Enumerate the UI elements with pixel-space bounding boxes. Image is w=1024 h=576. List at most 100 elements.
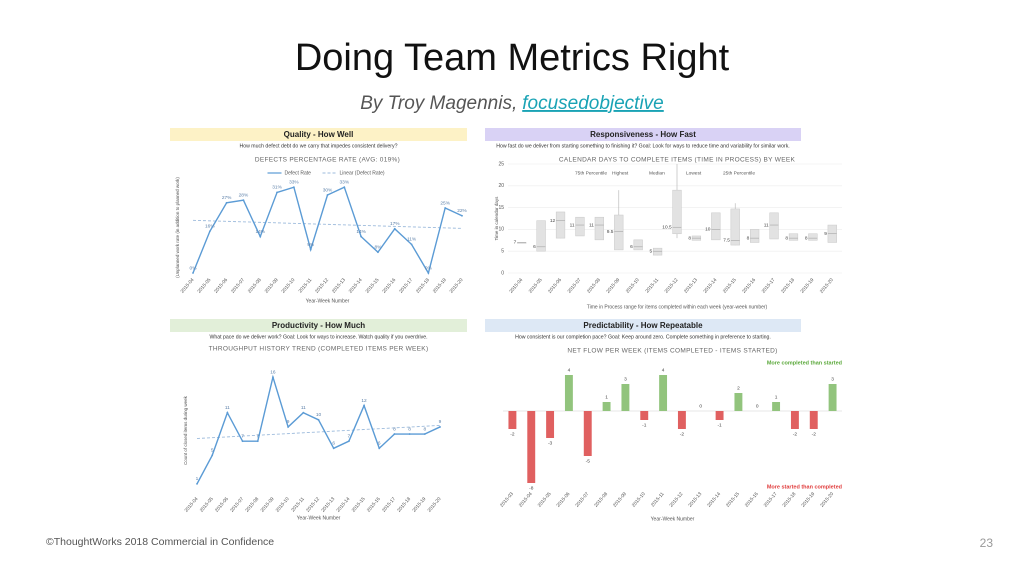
data-point: [427, 272, 430, 274]
y-axis-label: Time in calendar days: [494, 196, 499, 241]
trend-line: [192, 219, 463, 229]
box: [536, 220, 546, 252]
data-label: 31%: [272, 185, 282, 191]
median-label: 11: [570, 222, 575, 228]
data-label: -1: [642, 422, 647, 428]
y-tick-label: 15: [498, 205, 504, 211]
data-label: 5: [211, 448, 214, 454]
x-tick-label: 2015-18: [780, 277, 796, 295]
data-label: 8: [393, 426, 396, 432]
panel-header-text: Productivity - How Much: [272, 321, 365, 330]
data-point: [410, 243, 413, 246]
x-tick-label: 2015-09: [605, 277, 621, 295]
data-label: 14%: [356, 229, 366, 235]
x-tick-label: 2015-08: [586, 277, 602, 295]
data-label: 4: [662, 367, 665, 373]
data-point: [423, 433, 426, 435]
median-label: 6: [533, 244, 536, 250]
x-tick-label: 2015-14: [335, 496, 351, 514]
x-tick-label: 2015-12: [664, 277, 680, 295]
panel-question: What pace do we deliver work? Goal: Look…: [209, 334, 427, 340]
data-point: [226, 411, 229, 414]
median-label: 11: [589, 222, 594, 228]
y-axis-label: (Unplanned work rate (in addition to pla…: [175, 177, 180, 278]
data-label: -8: [529, 485, 534, 491]
x-tick-label: 2015-15: [725, 491, 741, 509]
bar: [809, 411, 818, 429]
x-tick-label: 2015-10: [280, 277, 296, 295]
x-tick-label: 2015-19: [800, 491, 816, 509]
data-point: [317, 418, 320, 421]
data-label: 16%: [205, 224, 215, 230]
data-point: [343, 186, 346, 189]
data-label: 8: [408, 426, 411, 432]
data-point: [408, 433, 411, 435]
data-label: 1: [605, 394, 608, 400]
box: [594, 216, 604, 241]
x-tick-label: 2015-07: [229, 496, 245, 514]
box: [730, 208, 740, 246]
x-tick-label: 2015-05: [528, 277, 544, 295]
data-label: 3: [624, 376, 627, 382]
data-label: 0%: [425, 265, 433, 271]
bar: [772, 402, 781, 411]
bar: [677, 411, 686, 429]
median-label: 7.5: [723, 238, 730, 244]
x-tick-label: 2015-13: [687, 491, 703, 509]
data-label: 22%: [457, 208, 467, 214]
x-tick-label: 2015-07: [567, 277, 583, 295]
data-label: -2: [812, 431, 817, 437]
data-point: [378, 447, 381, 450]
x-tick-label: 2015-13: [331, 277, 347, 295]
box: [614, 214, 624, 251]
x-tick-label: 2015-16: [744, 491, 760, 509]
legend-label: Highest: [612, 170, 629, 176]
data-label: 9: [287, 419, 290, 425]
x-axis-label: Year-Week Number: [306, 298, 350, 304]
x-tick-label: 2015-15: [351, 496, 367, 514]
data-label: 7: [348, 433, 351, 439]
data-label: 33%: [289, 179, 299, 185]
box: [769, 212, 779, 240]
legend-label: 75th Percentile: [575, 170, 607, 176]
x-axis-label: Year-Week Number: [651, 516, 695, 522]
data-label: 3: [831, 376, 834, 382]
data-point: [326, 194, 329, 196]
byline-link[interactable]: focusedobjective: [522, 93, 664, 114]
median-label: 10: [705, 227, 711, 233]
data-label: -2: [793, 431, 798, 437]
data-label: -2: [510, 431, 515, 437]
x-tick-label: 2015-12: [669, 491, 685, 509]
y-tick-label: 20: [498, 183, 504, 189]
data-point: [272, 376, 274, 379]
x-tick-label: 2015-19: [432, 277, 448, 295]
x-tick-label: 2015-20: [427, 496, 443, 514]
panel-question: How fast do we deliver from starting som…: [496, 143, 790, 149]
x-tick-label: 2015-13: [683, 277, 699, 295]
x-tick-label: 2015-20: [449, 277, 465, 295]
x-tick-label: 2015-04: [184, 496, 200, 514]
legend-label: Median: [649, 170, 665, 176]
x-tick-label: 2015-20: [819, 491, 835, 509]
data-label: 6: [378, 441, 381, 447]
x-tick-label: 2015-08: [247, 277, 263, 295]
panel-header: [170, 319, 467, 332]
data-label: -3: [548, 440, 553, 446]
median-label: 8: [785, 235, 788, 241]
panel-question: How consistent is our completion pace? G…: [515, 334, 771, 340]
data-label: 9%: [307, 242, 315, 248]
data-point: [192, 272, 194, 274]
data-label: 2: [737, 385, 740, 391]
data-point: [309, 248, 312, 251]
median-label: 5: [650, 248, 653, 254]
data-label: 1: [196, 476, 199, 482]
chart-title: NET FLOW PER WEEK (ITEMS COMPLETED - ITE…: [567, 348, 777, 355]
data-point: [439, 426, 441, 428]
data-label: 0: [699, 403, 702, 409]
median-label: 9.5: [607, 229, 614, 235]
x-tick-label: 2015-11: [644, 277, 660, 294]
x-tick-label: 2015-14: [348, 277, 364, 295]
data-label: 17%: [390, 221, 400, 227]
data-label: 1: [775, 394, 778, 400]
